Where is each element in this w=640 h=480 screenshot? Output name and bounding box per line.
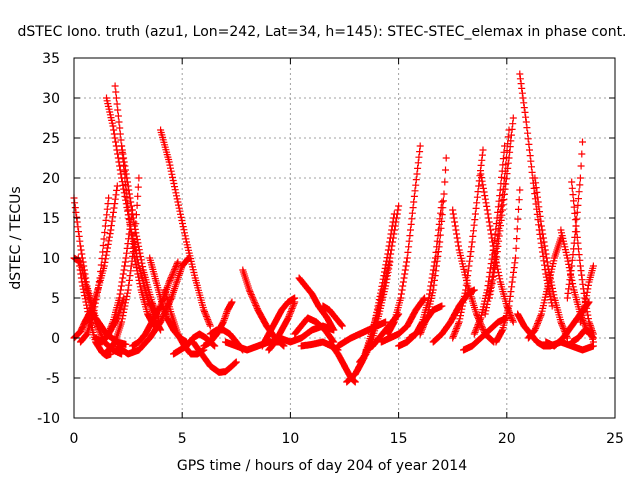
point-marks bbox=[470, 142, 509, 338]
series-arc49 bbox=[492, 186, 524, 346]
point-marks bbox=[377, 294, 429, 346]
point-marks bbox=[576, 262, 597, 326]
point-marks bbox=[351, 210, 398, 378]
series-arc53 bbox=[531, 174, 571, 342]
axis-ticks: 0 5 10 15 20 25 -10 -5 0 5 10 15 20 25 30 35 bbox=[37, 51, 624, 447]
point-marks bbox=[157, 126, 214, 330]
series-arc11 bbox=[92, 294, 128, 346]
series-arc40 bbox=[416, 154, 450, 338]
point-marks bbox=[568, 326, 597, 346]
y-tick-label: 30 bbox=[42, 91, 60, 107]
y-tick-label: 25 bbox=[42, 131, 60, 147]
x-tick-label: 0 bbox=[70, 431, 79, 447]
point-marks bbox=[449, 146, 487, 342]
series-arc60 bbox=[546, 338, 597, 354]
point-marks bbox=[492, 186, 524, 346]
series-arc36 bbox=[384, 142, 424, 338]
point-marks bbox=[295, 274, 338, 334]
point-marks bbox=[563, 138, 586, 302]
point-marks bbox=[546, 338, 597, 354]
point-marks bbox=[531, 174, 571, 342]
y-tick-label: 35 bbox=[42, 51, 60, 67]
y-tick-label: -5 bbox=[46, 371, 60, 387]
y-axis-title: dSTEC / TECUs bbox=[8, 186, 24, 289]
point-marks bbox=[189, 338, 240, 376]
data-points bbox=[70, 70, 597, 386]
x-tick-label: 20 bbox=[498, 431, 516, 447]
y-tick-label: 0 bbox=[51, 331, 60, 347]
point-marks bbox=[384, 142, 424, 338]
point-marks bbox=[486, 114, 517, 302]
x-tick-label: 5 bbox=[178, 431, 187, 447]
y-tick-label: 20 bbox=[42, 171, 60, 187]
point-marks bbox=[319, 302, 346, 330]
chart-title: dSTEC Iono. truth (azu1, Lon=242, Lat=34… bbox=[17, 24, 626, 40]
series-arc15 bbox=[157, 126, 214, 330]
y-tick-label: -10 bbox=[37, 411, 60, 427]
x-tick-label: 15 bbox=[390, 431, 408, 447]
point-marks bbox=[276, 322, 338, 346]
y-tick-label: 15 bbox=[42, 211, 60, 227]
series-arc27 bbox=[276, 322, 338, 346]
series-arc46 bbox=[470, 142, 509, 338]
series-arc28 bbox=[319, 302, 346, 330]
series-arc58 bbox=[568, 326, 597, 346]
point-marks bbox=[118, 142, 162, 322]
series-arc18 bbox=[189, 338, 240, 376]
series-arc33 bbox=[351, 210, 398, 378]
series-arc10 bbox=[118, 142, 162, 322]
series-arc59 bbox=[576, 262, 597, 326]
point-marks bbox=[258, 294, 299, 350]
series-arc37 bbox=[377, 294, 429, 346]
series-arc43 bbox=[449, 146, 487, 342]
y-tick-label: 5 bbox=[51, 291, 60, 307]
point-marks bbox=[92, 294, 128, 346]
series-arc48 bbox=[486, 114, 517, 302]
series-arc57 bbox=[563, 138, 586, 302]
series-arc23 bbox=[258, 294, 299, 350]
plot-frame bbox=[73, 57, 616, 419]
point-marks bbox=[416, 154, 450, 338]
x-tick-label: 10 bbox=[281, 431, 299, 447]
x-axis-title: GPS time / hours of day 204 of year 2014 bbox=[177, 458, 467, 474]
series-arc05 bbox=[77, 194, 113, 346]
y-tick-label: 10 bbox=[42, 251, 60, 267]
point-marks bbox=[77, 194, 113, 346]
series-arc26 bbox=[295, 274, 338, 334]
x-tick-label: 25 bbox=[606, 431, 624, 447]
